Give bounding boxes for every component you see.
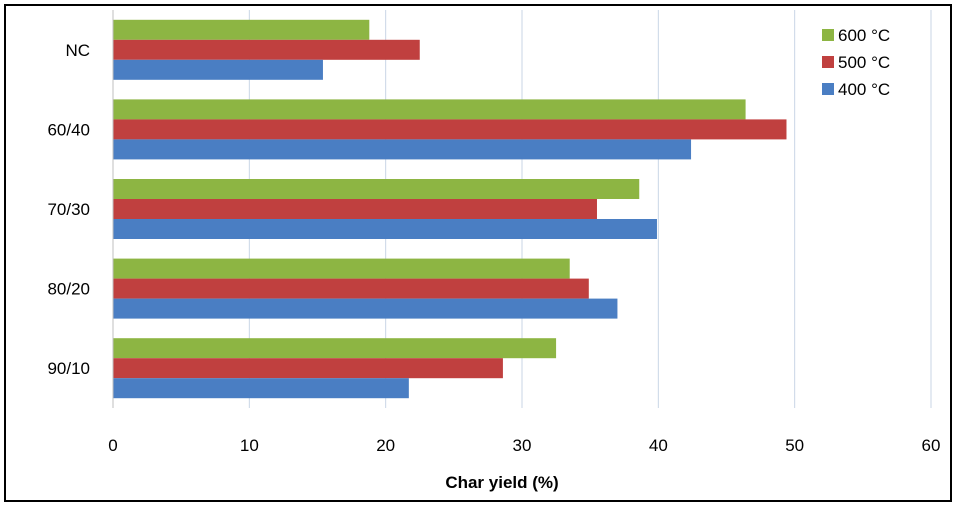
legend-label-600-c: 600 °C	[838, 26, 890, 45]
bar-90-10-400-c	[113, 378, 409, 399]
bars	[113, 19, 787, 399]
x-tick-20: 20	[376, 436, 395, 455]
x-tick-0: 0	[108, 436, 117, 455]
x-tick-50: 50	[785, 436, 804, 455]
bar-nc-500-c	[113, 39, 420, 60]
y-tick-labels: NC 60/40 70/30 80/20 90/10	[47, 41, 90, 378]
legend-label-400-c: 400 °C	[838, 80, 890, 99]
x-axis-label: Char yield (%)	[445, 473, 558, 492]
x-tick-60: 60	[922, 436, 941, 455]
bar-60-40-600-c	[113, 99, 746, 120]
y-tick-nc: NC	[65, 41, 90, 60]
bar-nc-400-c	[113, 59, 323, 80]
chart-frame: NC 60/40 70/30 80/20 90/10 0 10 20 30 40 50 60 Cha…	[4, 4, 952, 502]
bar-90-10-500-c	[113, 358, 503, 379]
bar-70-30-600-c	[113, 179, 640, 199]
legend: 600 °C 500 °C 400 °C	[822, 26, 890, 99]
legend-swatch-500-c	[822, 56, 834, 68]
bar-80-20-400-c	[113, 298, 618, 319]
x-tick-labels: 0 10 20 30 40 50 60	[108, 436, 940, 455]
y-tick-70-30: 70/30	[47, 200, 90, 219]
bar-90-10-600-c	[113, 338, 557, 359]
bar-70-30-500-c	[113, 199, 597, 219]
bar-80-20-600-c	[113, 258, 570, 279]
y-tick-90-10: 90/10	[47, 359, 90, 378]
bar-nc-600-c	[113, 19, 370, 40]
y-tick-60-40: 60/40	[47, 120, 90, 139]
legend-label-500-c: 500 °C	[838, 53, 890, 72]
x-tick-10: 10	[240, 436, 259, 455]
legend-swatch-600-c	[822, 29, 834, 41]
y-tick-80-20: 80/20	[47, 280, 90, 299]
bar-80-20-500-c	[113, 278, 589, 299]
bar-60-40-500-c	[113, 119, 787, 140]
bar-70-30-400-c	[113, 219, 657, 239]
bar-60-40-400-c	[113, 139, 692, 160]
x-tick-30: 30	[513, 436, 532, 455]
char-yield-chart: NC 60/40 70/30 80/20 90/10 0 10 20 30 40 50 60 Cha…	[47, 10, 940, 492]
x-tick-40: 40	[649, 436, 668, 455]
legend-swatch-400-c	[822, 83, 834, 95]
